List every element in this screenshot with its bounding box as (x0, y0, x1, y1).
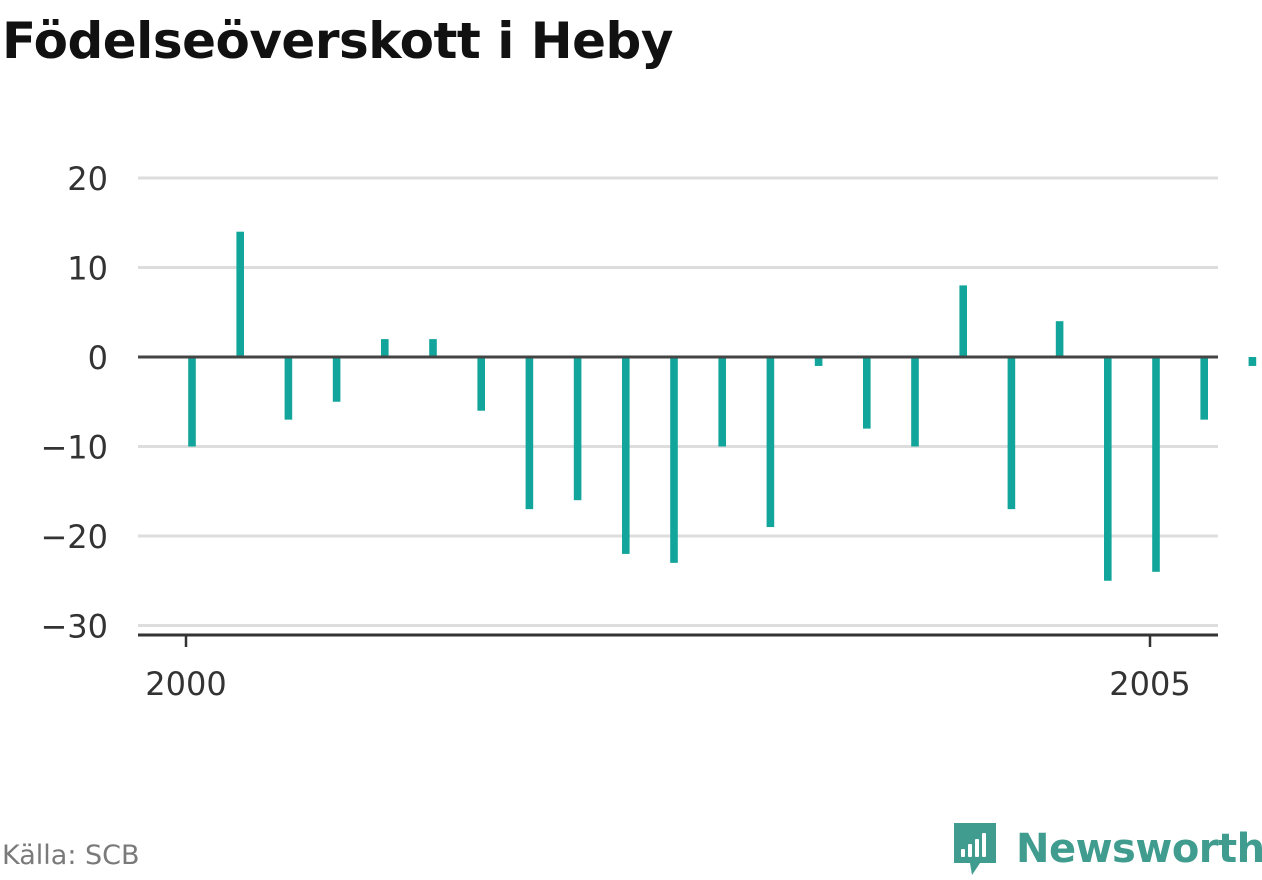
y-tick-label: 20 (67, 160, 108, 198)
x-axis: 200020052010201520202025 (138, 633, 1218, 703)
bar (477, 357, 485, 411)
y-tick-label: −10 (40, 429, 108, 467)
bar (284, 357, 293, 420)
bar (381, 339, 389, 357)
bar (863, 357, 871, 429)
bar (959, 285, 967, 357)
bar (622, 357, 630, 554)
bar (1248, 357, 1257, 366)
bar (670, 357, 678, 563)
bar (332, 357, 341, 402)
bar (766, 357, 775, 528)
chart-title: Födelseöverskott i Heby (2, 12, 673, 70)
bar (1007, 357, 1016, 510)
brand-name: Newsworthy (1016, 826, 1262, 872)
x-tick-label: 2005 (1109, 665, 1190, 703)
y-tick-label: −20 (40, 518, 108, 556)
source-note: Källa: SCB (2, 840, 140, 871)
y-axis-tick-labels: 20 10 0 −10 −20 −30 (40, 160, 108, 646)
bar (429, 339, 437, 357)
bar (525, 357, 534, 510)
bar (1200, 357, 1208, 420)
gridlines (138, 176, 1218, 627)
bar (814, 357, 823, 366)
bar (236, 231, 244, 357)
bar (1104, 357, 1112, 581)
newsworthy-logo-icon (954, 823, 996, 875)
bar (718, 357, 726, 447)
y-tick-label: 10 (67, 250, 108, 288)
bar (1152, 357, 1160, 572)
bar (1055, 321, 1064, 357)
newsworthy-brand[interactable]: Newsworthy (950, 818, 1262, 880)
x-tick-label: 2000 (145, 665, 226, 703)
bars (188, 231, 1257, 581)
y-tick-label: 0 (88, 339, 108, 377)
y-tick-label: −30 (40, 608, 108, 646)
bar (911, 357, 919, 447)
bar (188, 357, 196, 447)
bar (573, 357, 582, 501)
